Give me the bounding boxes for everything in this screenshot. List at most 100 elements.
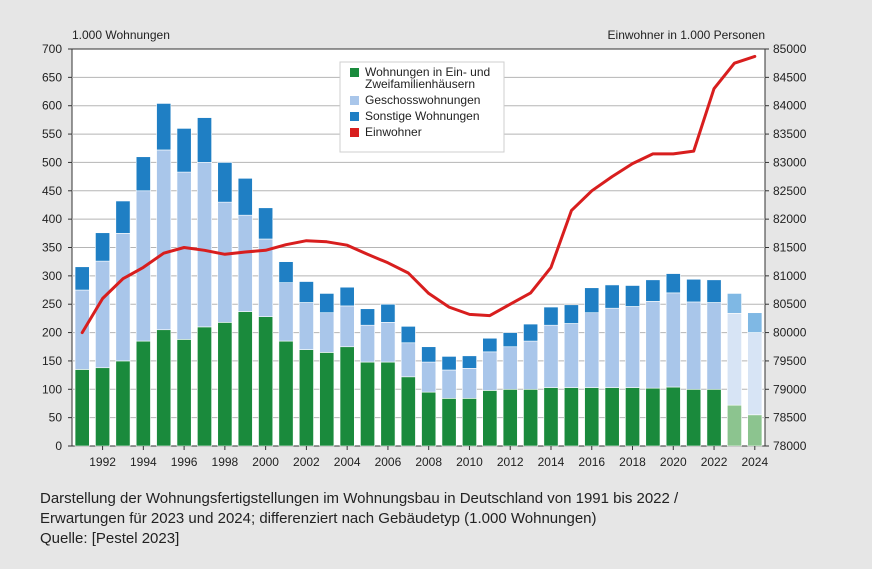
bar-efh: [563, 387, 579, 447]
legend-geschoss-swatch: [350, 96, 359, 105]
bar-sonstige: [298, 281, 314, 303]
x-tick-label: 2014: [538, 455, 565, 469]
bar-sonstige: [319, 293, 335, 314]
bar-sonstige: [706, 279, 722, 303]
bar-sonstige: [421, 346, 437, 363]
bar-sonstige: [95, 232, 111, 262]
bar-geschoss: [400, 342, 416, 378]
y2-tick-label: 80000: [773, 326, 807, 340]
y2-axis-title: Einwohner in 1.000 Personen: [608, 28, 765, 42]
bar-efh: [135, 340, 151, 447]
y2-tick-label: 83500: [773, 127, 807, 141]
x-tick-label: 2002: [293, 455, 320, 469]
y-tick-label: 650: [42, 70, 62, 84]
y-tick-label: 600: [42, 99, 62, 113]
bar-geschoss: [441, 369, 457, 399]
bar-sonstige: [278, 261, 294, 283]
bar-geschoss: [645, 301, 661, 389]
x-tick-label: 2004: [334, 455, 361, 469]
x-tick-label: 2020: [660, 455, 687, 469]
bar-efh: [686, 388, 702, 447]
bar-geschoss: [156, 149, 172, 331]
bar-geschoss: [706, 302, 722, 390]
bar-sonstige: [665, 273, 681, 294]
y-tick-label: 700: [42, 42, 62, 56]
bar-sonstige: [645, 279, 661, 302]
bar-sonstige: [502, 332, 518, 348]
y-tick-label: 200: [42, 326, 62, 340]
bar-geschoss: [237, 214, 253, 312]
bar-geschoss: [380, 322, 396, 363]
x-tick-label: 1994: [130, 455, 157, 469]
y2-tick-label: 85000: [773, 42, 807, 56]
y-tick-label: 550: [42, 127, 62, 141]
caption-line-1: Darstellung der Wohnungsfertigstellungen…: [40, 490, 679, 507]
x-tick-label: 2000: [252, 455, 279, 469]
y2-tick-label: 82500: [773, 184, 807, 198]
y-tick-label: 150: [42, 354, 62, 368]
bar-geschoss: [482, 351, 498, 391]
bar-sonstige: [482, 337, 498, 353]
bar-geschoss: [563, 323, 579, 388]
bar-sonstige: [115, 200, 131, 234]
y2-tick-label: 84000: [773, 99, 807, 113]
y2-tick-label: 83000: [773, 155, 807, 169]
bar-geschoss: [726, 312, 742, 406]
bar-sonstige: [135, 156, 151, 192]
bar-sonstige: [462, 355, 477, 369]
bar-efh: [665, 386, 681, 447]
x-tick-label: 2008: [415, 455, 442, 469]
bar-geschoss: [523, 340, 539, 390]
legend-efh-label: Wohnungen in Ein- und: [365, 65, 490, 79]
y2-tick-label: 84500: [773, 70, 807, 84]
bar-efh: [176, 339, 192, 447]
bar-geschoss: [543, 324, 559, 388]
y-tick-label: 250: [42, 297, 62, 311]
bar-geschoss: [665, 292, 681, 388]
bar-geschoss: [319, 312, 335, 353]
x-tick-label: 2006: [375, 455, 402, 469]
bar-efh: [278, 340, 294, 447]
bar-efh: [462, 398, 477, 447]
caption-line-3: Quelle: [Pestel 2023]: [40, 530, 180, 547]
bar-efh: [726, 404, 742, 447]
legend-geschoss-label: Geschosswohnungen: [365, 93, 480, 107]
bar-efh: [441, 398, 457, 447]
bar-efh: [95, 367, 111, 447]
y2-tick-label: 79000: [773, 382, 807, 396]
x-tick-label: 1998: [212, 455, 239, 469]
bar-efh: [421, 391, 437, 447]
bar-efh: [360, 361, 375, 447]
bar-sonstige: [156, 103, 172, 151]
bar-sonstige: [441, 356, 457, 371]
chart-svg: 0 50 100 150 200 250 300 350 400 450 500 550 600 650 7…: [42, 28, 807, 469]
bar-efh: [482, 390, 498, 447]
y2-tick-label: 81500: [773, 241, 807, 255]
y2-tick-label: 78000: [773, 439, 807, 453]
bar-geschoss: [462, 368, 477, 399]
bar-sonstige: [625, 285, 640, 307]
bar-sonstige: [74, 266, 90, 291]
bar-sonstige: [747, 312, 763, 333]
bar-efh: [604, 387, 620, 447]
bar-geschoss: [115, 233, 131, 362]
x-tick-label: 1996: [171, 455, 198, 469]
bar-sonstige: [360, 308, 375, 326]
bar-efh: [584, 387, 600, 447]
x-tick-label: 2022: [701, 455, 728, 469]
caption-line-2: Erwartungen für 2023 und 2024; differenz…: [40, 510, 597, 527]
bar-efh: [523, 388, 539, 447]
bar-efh: [156, 329, 172, 447]
bar-sonstige: [563, 304, 579, 324]
bar-geschoss: [176, 171, 192, 340]
chart-area: 0 50 100 150 200 250 300 350 400 450 500 550 600 650 7…: [42, 28, 807, 469]
bar-efh: [74, 369, 90, 447]
bar-geschoss: [686, 301, 702, 390]
bar-sonstige: [197, 117, 212, 163]
caption: Darstellung der Wohnungsfertigstellungen…: [40, 489, 678, 549]
x-tick-label: 2018: [619, 455, 646, 469]
bar-efh: [645, 387, 661, 447]
bar-sonstige: [543, 306, 559, 326]
bar-sonstige: [217, 162, 233, 203]
y2-tick-label: 82000: [773, 212, 807, 226]
